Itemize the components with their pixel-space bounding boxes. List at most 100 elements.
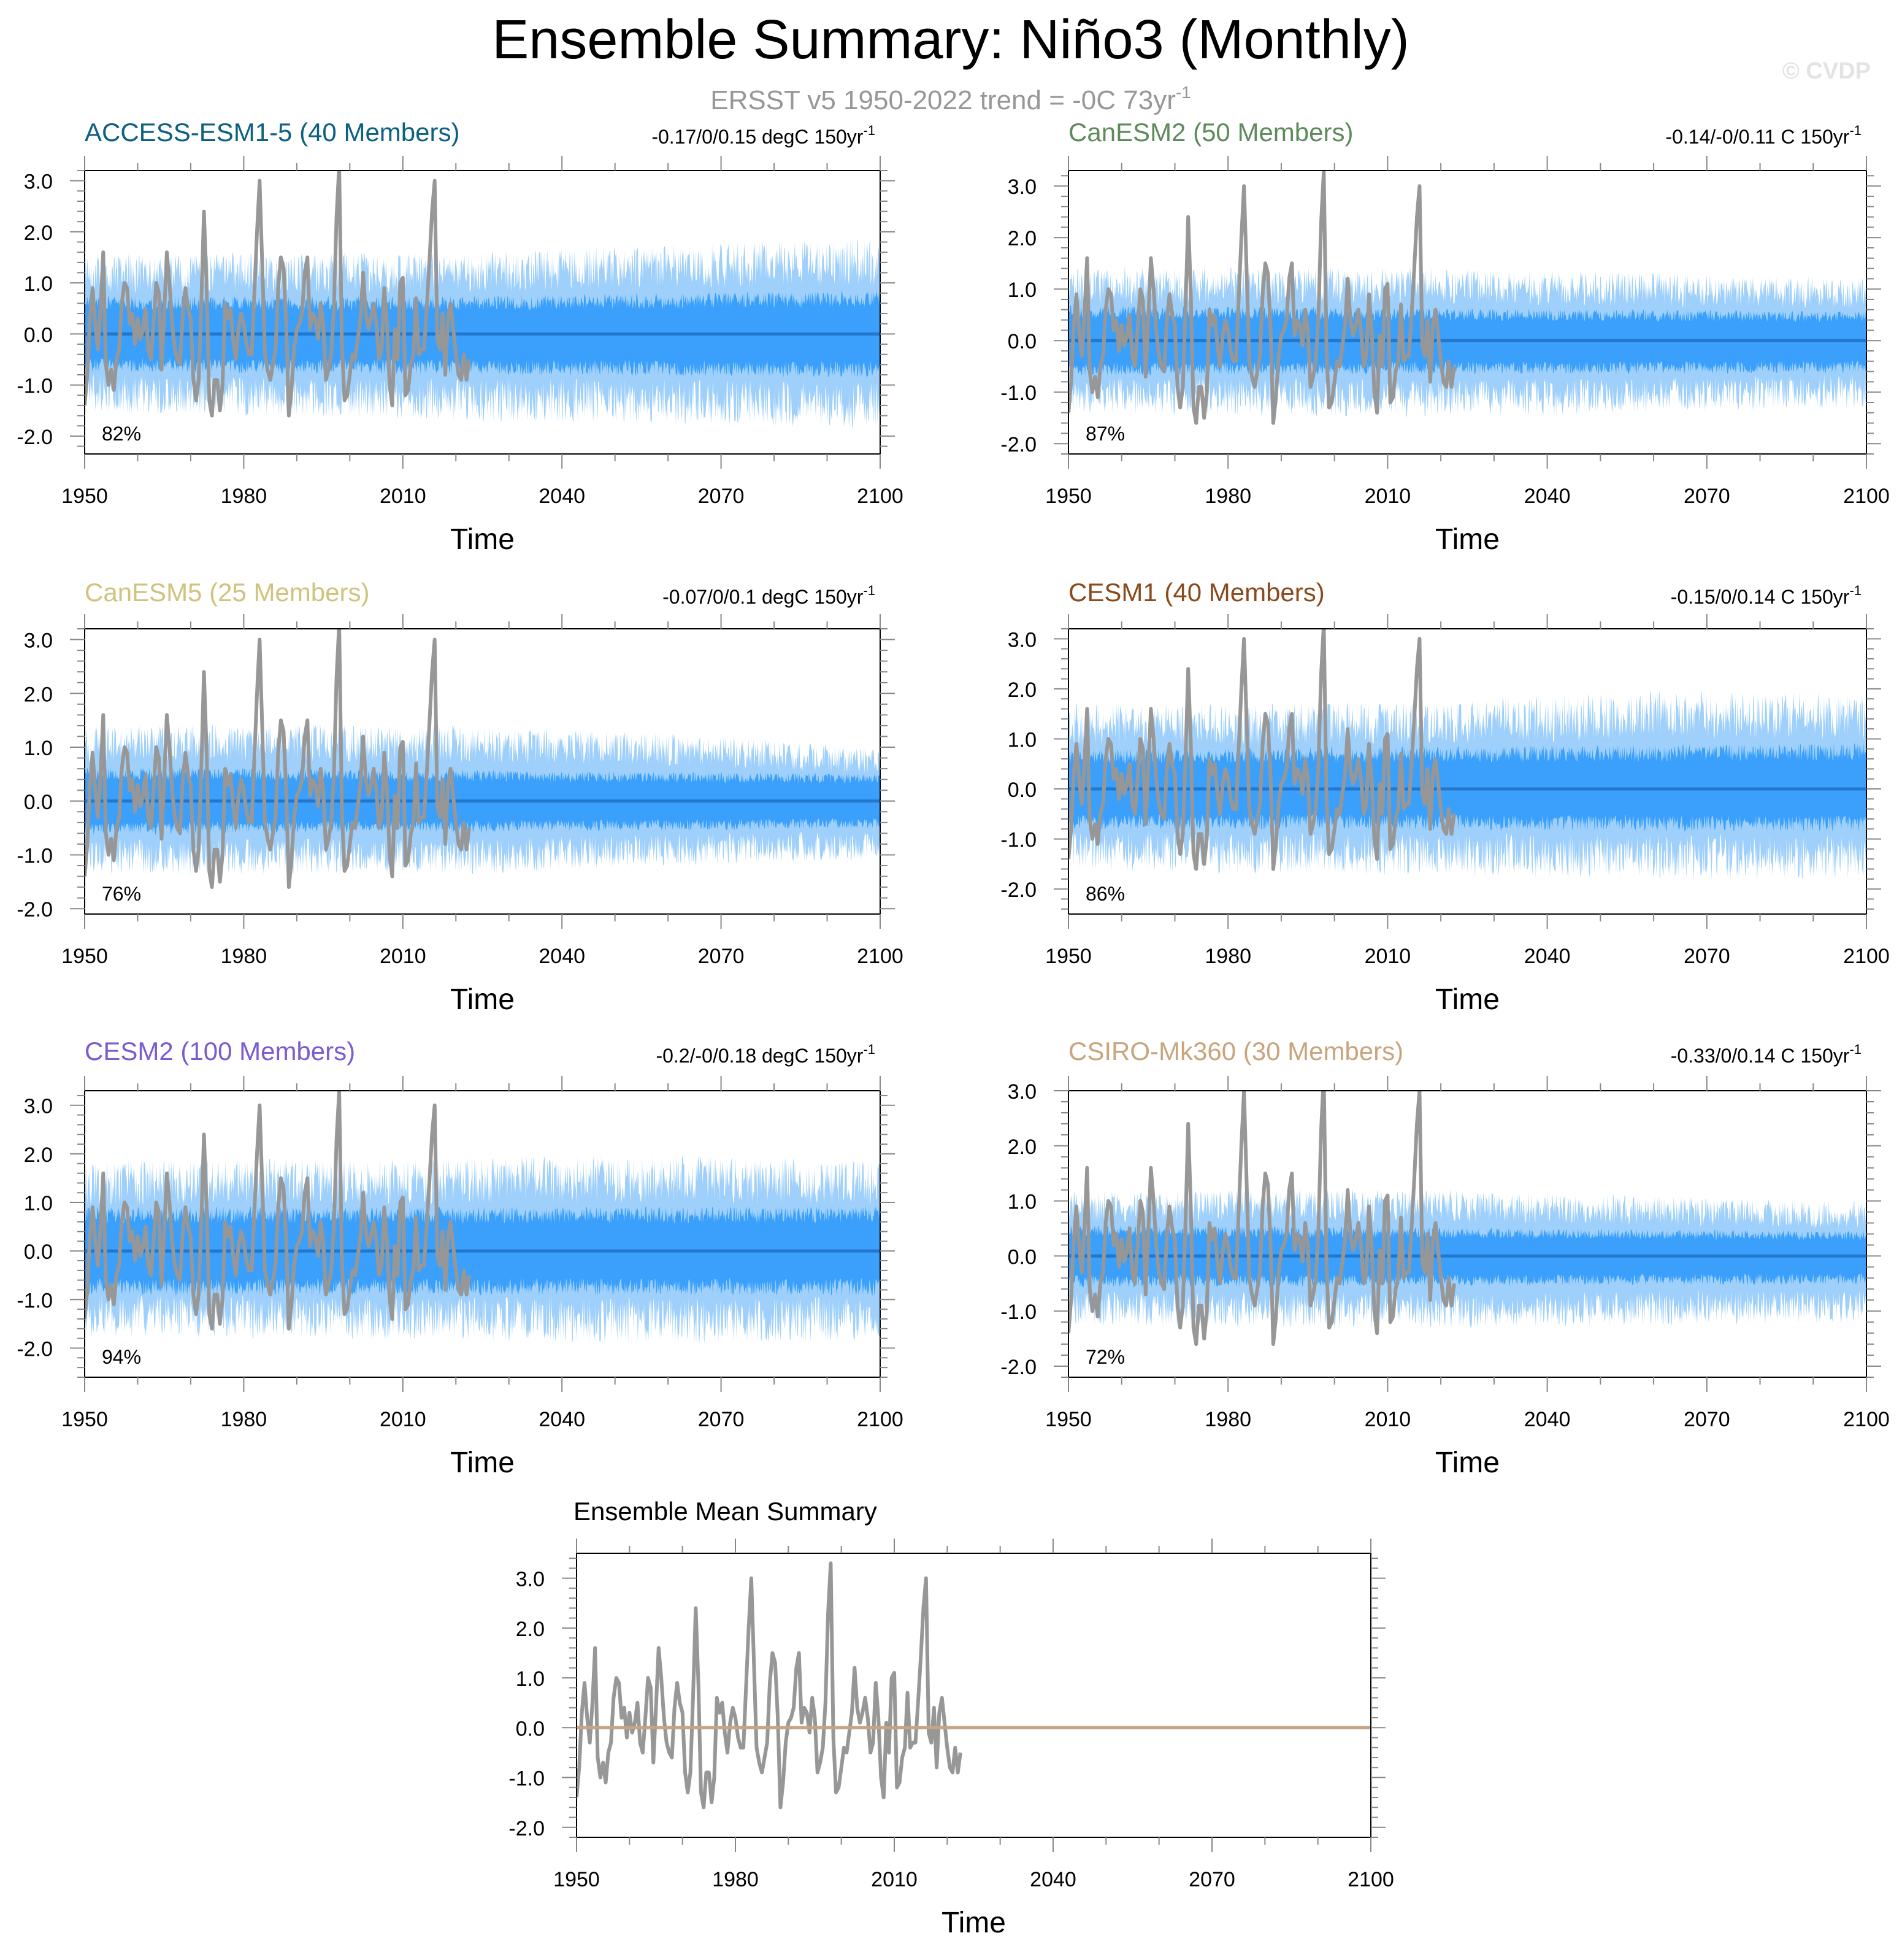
trend-superscript: -1 xyxy=(863,123,875,138)
x-tick-label: 2100 xyxy=(1843,945,1890,968)
y-tick-label: 3.0 xyxy=(24,629,53,653)
panel-canesm5: 3.0 2.0 1.0 0.0 -1.0 -2.0 1950 1980 2010 2040 2070… xyxy=(17,578,903,1016)
x-tick-label: 2040 xyxy=(539,945,585,968)
plot-area-summary xyxy=(577,1561,1371,1810)
figure-subtitle: ERSST v5 1950-2022 trend = -0C 73yr-1 xyxy=(710,83,1191,115)
y-tick-label: 1.0 xyxy=(516,1667,545,1691)
x-tick-label: 1980 xyxy=(712,1868,759,1891)
y-tick-label: 2.0 xyxy=(24,1143,53,1167)
trend-superscript: -1 xyxy=(1849,583,1862,598)
percent-label: 76% xyxy=(102,883,141,905)
model-title: CSIRO-Mk360 (30 Members) xyxy=(1068,1037,1403,1066)
x-tick-label: 1950 xyxy=(61,485,108,508)
x-axis-label: Time xyxy=(450,1447,515,1479)
percent-label: 82% xyxy=(102,423,141,445)
x-tick-label: 2010 xyxy=(1365,485,1411,508)
y-tick-label: 3.0 xyxy=(24,171,53,194)
x-tick-label: 2100 xyxy=(857,485,903,508)
trend-annotation: -0.17/0/0.15 degC 150yr-1 xyxy=(651,123,875,148)
y-tick-label: -1.0 xyxy=(17,1289,53,1312)
x-tick-label: 2100 xyxy=(1843,1408,1890,1431)
x-tick-label: 2070 xyxy=(1684,1408,1730,1431)
x-axis-label: Time xyxy=(450,983,515,1016)
y-tick-label: 3.0 xyxy=(516,1568,545,1591)
plot-area-cesm2 xyxy=(85,1091,880,1344)
x-tick-label: 2100 xyxy=(1348,1868,1394,1891)
y-tick-label: -1.0 xyxy=(508,1767,545,1791)
y-tick-label: -2.0 xyxy=(1000,433,1037,456)
panel-cesm1: 3.0 2.0 1.0 0.0 -1.0 -2.0 1950 1980 2010 2040 2070… xyxy=(1000,578,1889,1016)
y-tick-label: 3.0 xyxy=(1008,175,1037,199)
plot-area-access xyxy=(85,171,880,429)
x-tick-label: 2100 xyxy=(1843,485,1890,508)
trend-text: -0.15/0/0.14 C 150yr xyxy=(1671,586,1850,608)
x-axis-label: Time xyxy=(941,1907,1006,1939)
x-tick-label: 2010 xyxy=(871,1868,918,1891)
model-title: CanESM2 (50 Members) xyxy=(1068,118,1353,147)
y-tick-label: 0.0 xyxy=(24,791,53,814)
y-tick-label: 0.0 xyxy=(1008,778,1037,802)
model-title: Ensemble Mean Summary xyxy=(573,1497,877,1526)
model-title: CESM2 (100 Members) xyxy=(85,1037,355,1066)
x-tick-label: 2100 xyxy=(857,945,903,968)
plot-area-canesm2 xyxy=(1068,171,1866,425)
percent-label: 86% xyxy=(1086,883,1125,905)
plot-frame xyxy=(576,1553,1371,1838)
observed-line xyxy=(1068,629,1456,871)
panel-canesm2: 3.0 2.0 1.0 0.0 -1.0 -2.0 1950 1980 2010 2040 2070… xyxy=(1000,118,1889,556)
y-tick-label: 1.0 xyxy=(1008,1191,1037,1214)
x-tick-label: 2040 xyxy=(1524,1408,1571,1431)
x-tick-label: 2040 xyxy=(1030,1868,1076,1891)
plot-frame xyxy=(84,170,881,455)
x-tick-label: 2070 xyxy=(1684,945,1730,968)
y-tick-label: 1.0 xyxy=(1008,728,1037,751)
x-tick-label: 1950 xyxy=(1045,1408,1092,1431)
x-tick-label: 2070 xyxy=(698,1408,745,1431)
y-tick-label: 2.0 xyxy=(1008,678,1037,702)
y-tick-label: 2.0 xyxy=(516,1618,545,1641)
y-tick-label: -2.0 xyxy=(1000,878,1037,902)
trend-annotation: -0.2/-0/0.18 degC 150yr-1 xyxy=(656,1042,875,1067)
panel-cesm2: 3.0 2.0 1.0 0.0 -1.0 -2.0 1950 1980 2010 2040 2070… xyxy=(17,1037,903,1479)
plot-frame xyxy=(1068,170,1867,455)
trend-text: -0.07/0/0.1 degC 150yr xyxy=(662,586,864,608)
y-tick-label: 2.0 xyxy=(1008,227,1037,250)
x-axis-label: Time xyxy=(450,523,515,556)
trend-superscript: -1 xyxy=(1849,123,1862,138)
plot-frame xyxy=(84,628,881,915)
model-title: CESM1 (40 Members) xyxy=(1068,578,1325,607)
y-tick-label: -1.0 xyxy=(17,844,53,867)
x-tick-label: 1950 xyxy=(61,1408,108,1431)
x-tick-label: 1980 xyxy=(221,945,267,968)
trend-annotation: -0.14/-0/0.11 C 150yr-1 xyxy=(1665,123,1862,148)
x-tick-label: 2010 xyxy=(380,485,426,508)
x-tick-label: 2010 xyxy=(380,1408,426,1431)
y-tick-label: -2.0 xyxy=(17,1338,53,1361)
trend-text: -0.33/0/0.14 C 150yr xyxy=(1671,1045,1850,1067)
y-tick-label: -1.0 xyxy=(1000,1301,1037,1324)
x-tick-label: 1980 xyxy=(1205,485,1251,508)
x-tick-label: 2010 xyxy=(1365,1408,1411,1431)
watermark: © CVDP xyxy=(1782,58,1871,84)
x-axis-label: Time xyxy=(1435,1447,1500,1479)
x-tick-label: 1980 xyxy=(1205,1408,1251,1431)
x-tick-label: 2040 xyxy=(1524,485,1571,508)
x-tick-label: 2070 xyxy=(1189,1868,1235,1891)
x-tick-label: 2100 xyxy=(857,1408,903,1431)
trend-superscript: -1 xyxy=(863,583,875,598)
y-tick-label: 1.0 xyxy=(24,1192,53,1215)
percent-label: 72% xyxy=(1086,1346,1125,1368)
observed-line xyxy=(1068,171,1456,425)
observed-line xyxy=(577,1561,962,1810)
y-tick-label: -2.0 xyxy=(1000,1356,1037,1379)
x-tick-label: 2070 xyxy=(698,485,745,508)
x-tick-label: 2070 xyxy=(1684,485,1730,508)
x-tick-label: 1950 xyxy=(1045,945,1092,968)
trend-annotation: -0.33/0/0.14 C 150yr-1 xyxy=(1671,1042,1862,1067)
x-tick-label: 1980 xyxy=(221,485,267,508)
x-tick-label: 1950 xyxy=(1045,485,1092,508)
trend-text: -0.17/0/0.15 degC 150yr xyxy=(651,126,863,148)
y-tick-label: 1.0 xyxy=(24,272,53,296)
observed-line xyxy=(85,171,471,418)
x-tick-label: 1980 xyxy=(1205,945,1251,968)
